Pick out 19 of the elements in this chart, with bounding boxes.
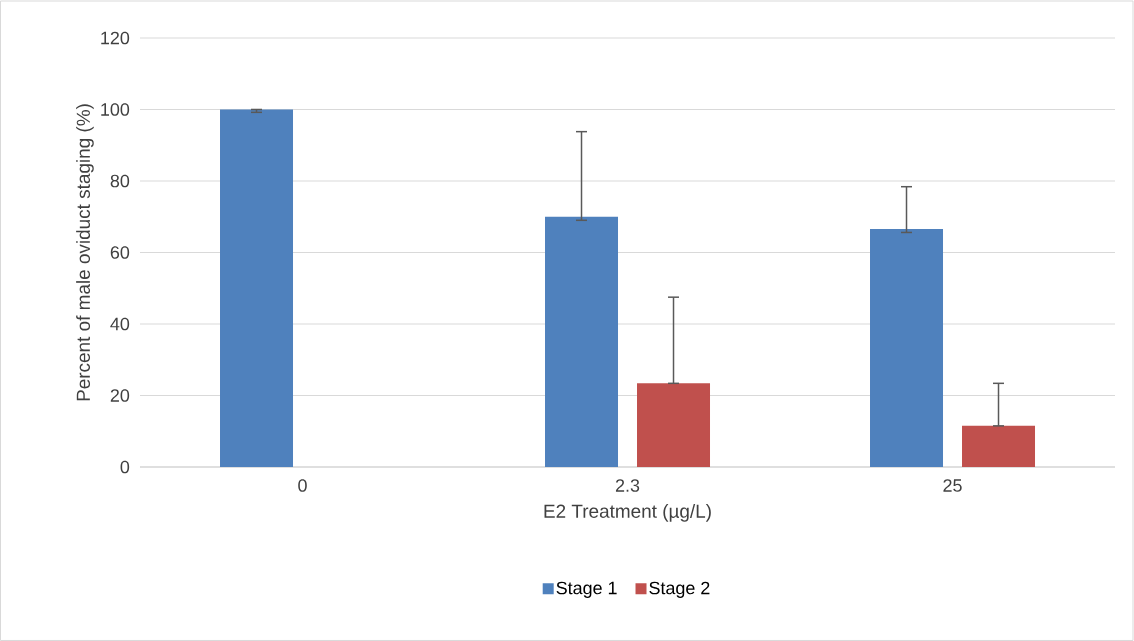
legend-label: Stage 1 xyxy=(556,581,617,598)
x-axis-title: E2 Treatment (µg/L) xyxy=(544,504,711,522)
bar xyxy=(870,228,944,467)
y-tick-label: 60 xyxy=(110,246,130,259)
x-tick-label: 25 xyxy=(943,479,962,492)
y-tick-label: 20 xyxy=(110,389,130,402)
bar xyxy=(637,383,711,467)
bar xyxy=(220,109,294,467)
y-tick-label: 100 xyxy=(101,103,130,116)
bar xyxy=(962,425,1036,467)
bar xyxy=(545,216,619,467)
y-axis-title: Percent of male oviduct staging (%) xyxy=(76,104,94,401)
y-tick-label: 0 xyxy=(120,460,130,474)
y-tick-label: 40 xyxy=(110,317,130,331)
x-tick-label: 2.3 xyxy=(615,479,640,492)
y-tick-label: 120 xyxy=(101,31,130,45)
legend-label: Stage 2 xyxy=(649,581,710,598)
x-tick-label: 0 xyxy=(298,479,307,492)
y-tick-label: 80 xyxy=(110,174,130,188)
